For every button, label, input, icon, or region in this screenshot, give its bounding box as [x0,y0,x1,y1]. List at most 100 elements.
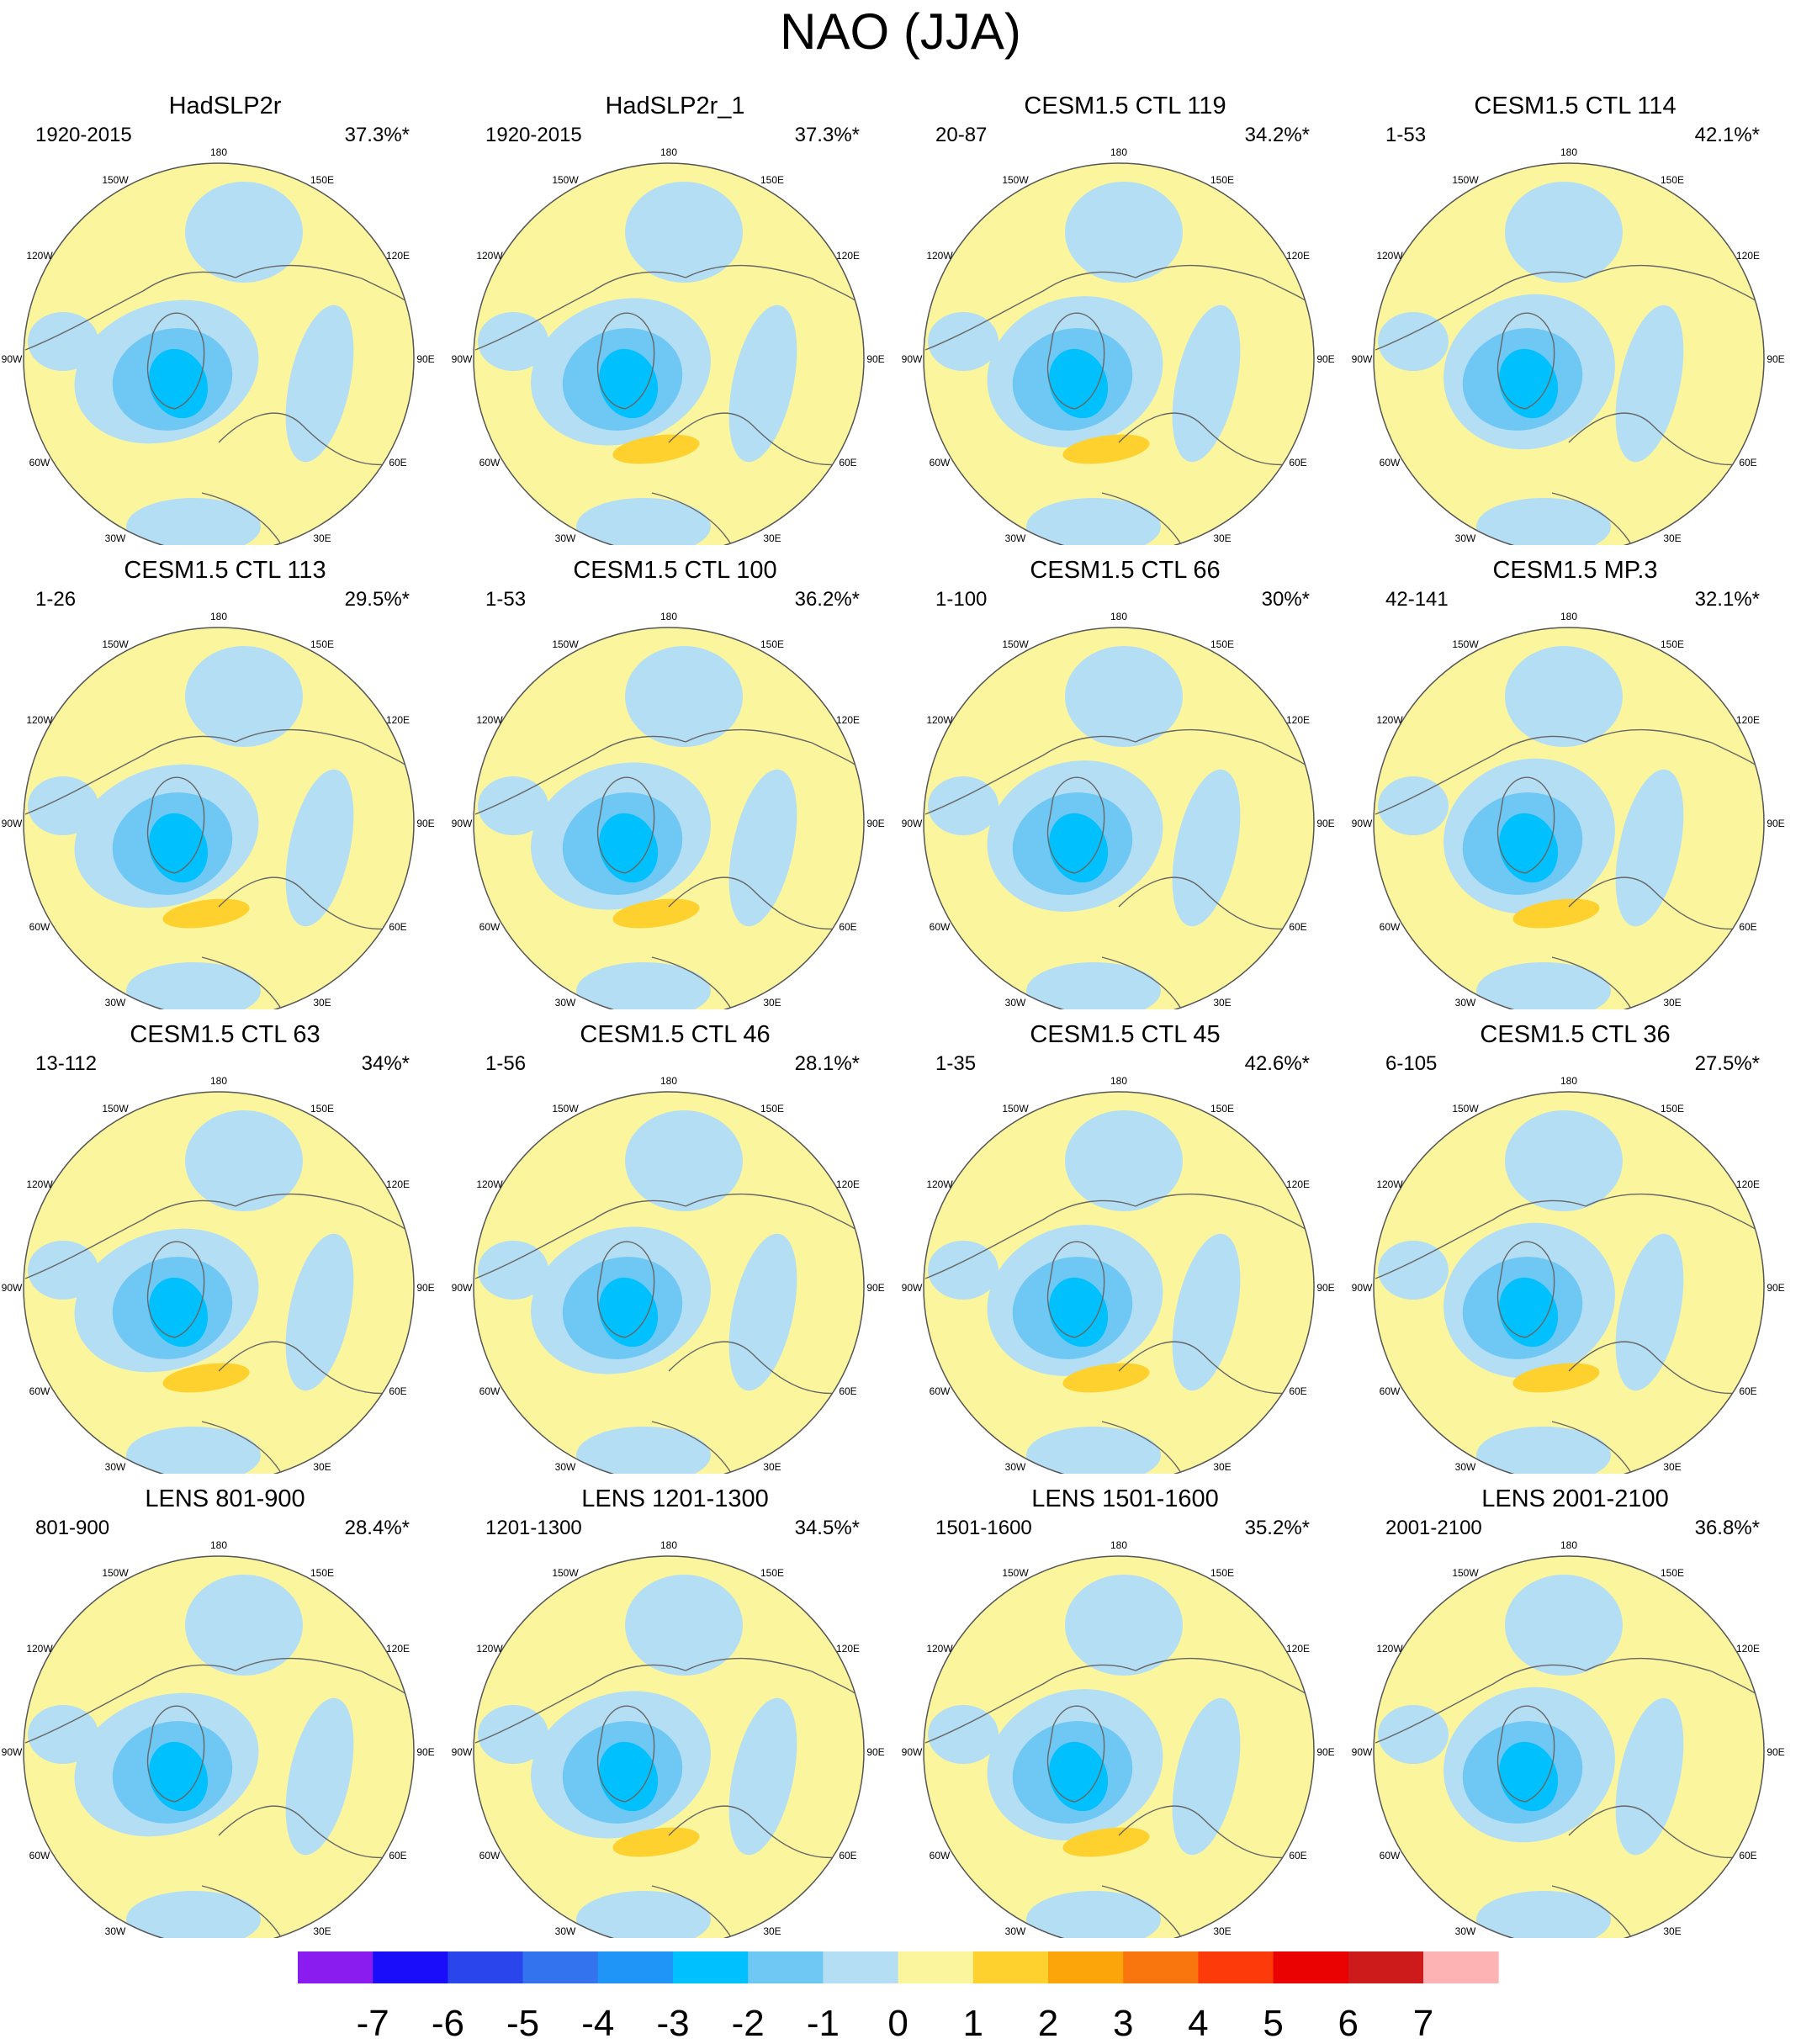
longitude-label: 90E [416,1746,434,1758]
longitude-label: 30E [313,532,331,544]
colorbar-label: 7 [1413,2003,1433,2044]
polar-map: 180150E120E90E60E30E030W60W90W120W150W [1352,611,1785,1009]
panel-period: 801-900 [35,1517,110,1539]
longitude-label: 180 [1110,1075,1127,1087]
longitude-label: 30W [1005,997,1026,1009]
longitude-label: 30E [763,997,781,1009]
panel-variance: 28.4%* [344,1517,410,1539]
panel-period: 1201-1300 [485,1517,582,1539]
longitude-label: 120E [1736,1178,1760,1190]
colorbar-swatch [1423,1951,1499,1983]
longitude-label: 90W [452,818,473,829]
longitude-label: 90W [1352,818,1373,829]
longitude-label: 150E [1661,174,1684,186]
longitude-label: 150W [552,638,579,650]
panel-variance: 36.2%* [794,588,860,611]
panel-period: 1-26 [35,588,77,611]
longitude-label: 60E [839,921,856,933]
longitude-label: 180 [660,611,677,622]
panel-title: LENS 2001-2100 [1481,1485,1669,1512]
colorbar-swatch [1198,1951,1274,1983]
longitude-label: 60E [839,1385,856,1397]
figure-title: NAO (JJA) [780,3,1021,60]
longitude-label: 90W [452,353,473,365]
map-panel: CESM1.5 CTL 63 13-112 34%* 180 150E 120E 90E 60… [0,1019,450,1474]
panel-period: 20-87 [935,124,988,146]
polar-map: 180150E120E90E60E30E030W60W90W120W150W [902,1075,1335,1474]
longitude-label: 30E [1663,997,1681,1009]
colorbar-label: -2 [732,2003,765,2044]
longitude-label: 150W [1002,638,1029,650]
polar-map: 180150E120E90E60E30E030W60W90W120W150W [1352,1075,1785,1474]
longitude-label: 120E [1736,714,1760,726]
colorbar-swatch [748,1951,824,1983]
colorbar-label: -7 [357,2003,389,2044]
longitude-label: 150W [102,1567,129,1579]
longitude-label: 30W [105,532,126,544]
longitude-label: 120E [386,1178,410,1190]
longitude-label: 30E [1213,1461,1231,1473]
map-panel: CESM1.5 MP.3 42-141 32.1%* 180 150E 120E 90E 60… [1350,555,1800,1009]
map-panel: CESM1.5 CTL 66 1-100 30%* 180 150E 120E 90E 60E… [900,555,1350,1009]
longitude-label: 90W [902,1746,923,1758]
longitude-label: 30W [105,1461,126,1473]
polar-map: 180150E120E90E60E30E030W60W90W120W150W [452,611,885,1009]
colorbar-label: 5 [1263,2003,1283,2044]
longitude-label: 150E [310,638,334,650]
panel-title: HadSLP2r [168,93,282,119]
longitude-label: 60W [479,1385,501,1397]
map-panel: HadSLP2r_1 1920-2015 37.3%* 180 150E 120E 90E 6… [450,91,900,545]
colorbar-swatch [373,1951,448,1983]
colorbar-swatch [898,1951,974,1983]
colorbar-swatch [673,1951,749,1983]
colorbar-label: 2 [1038,2003,1058,2044]
longitude-label: 60E [389,921,406,933]
longitude-label: 90E [1767,353,1784,365]
panel-title: CESM1.5 CTL 66 [1030,557,1221,584]
longitude-label: 150W [1002,174,1029,186]
longitude-label: 90E [416,353,434,365]
colorbar-swatch [298,1951,373,1983]
colorbar-swatch [972,1951,1049,1983]
longitude-label: 30E [763,532,781,544]
longitude-label: 90W [1352,1282,1373,1294]
longitude-label: 90E [866,1282,884,1294]
longitude-label: 90W [2,353,23,365]
longitude-label: 30E [1663,1461,1681,1473]
longitude-label: 90E [416,1282,434,1294]
panel-period: 2001-2100 [1385,1517,1482,1539]
longitude-label: 90E [1316,1746,1334,1758]
longitude-label: 180 [210,146,227,158]
colorbar-label: -5 [506,2003,539,2044]
longitude-label: 120E [836,714,860,726]
longitude-label: 150W [1002,1567,1029,1579]
colorbar: -7 -6 -5 -4 -3 -2 -1 0 1 2 3 4 5 6 7 [0,1951,1801,2044]
colorbar-label: 1 [963,2003,983,2044]
panel-title: LENS 1501-1600 [1031,1485,1219,1512]
panel-title: HadSLP2r_1 [605,93,745,119]
longitude-label: 120W [476,250,503,262]
polar-map: 180150E120E90E60E30E030W60W90W120W150W [2,1075,435,1474]
panel-title: CESM1.5 CTL 63 [130,1021,320,1048]
longitude-label: 60W [930,921,951,933]
longitude-label: 90E [866,353,884,365]
longitude-label: 150E [760,1103,784,1115]
longitude-label: 150W [102,174,129,186]
map-panel: CESM1.5 CTL 36 6-105 27.5%* 180 150E 120E 90E 6… [1350,1019,1800,1474]
longitude-label: 60E [1739,1850,1756,1861]
longitude-label: 30W [555,532,576,544]
longitude-label: 150W [102,638,129,650]
longitude-label: 60E [1289,457,1306,469]
longitude-label: 120W [926,250,953,262]
panel-period: 1-53 [1385,124,1427,146]
map-panel: HadSLP2r 1920-2015 37.3%* 180 150E 120E 90E 60E… [0,91,450,545]
panel-variance: 32.1%* [1694,588,1760,611]
panel-variance: 37.3%* [794,124,860,146]
panel-title: CESM1.5 CTL 36 [1480,1021,1671,1048]
longitude-label: 180 [660,1075,677,1087]
polar-map: 180150E120E90E60E30E030W60W90W120W150W [2,611,435,1009]
longitude-label: 150E [310,174,334,186]
colorbar-swatch [597,1951,674,1983]
longitude-label: 180 [1560,1075,1577,1087]
panel-title: CESM1.5 CTL 46 [580,1021,771,1048]
